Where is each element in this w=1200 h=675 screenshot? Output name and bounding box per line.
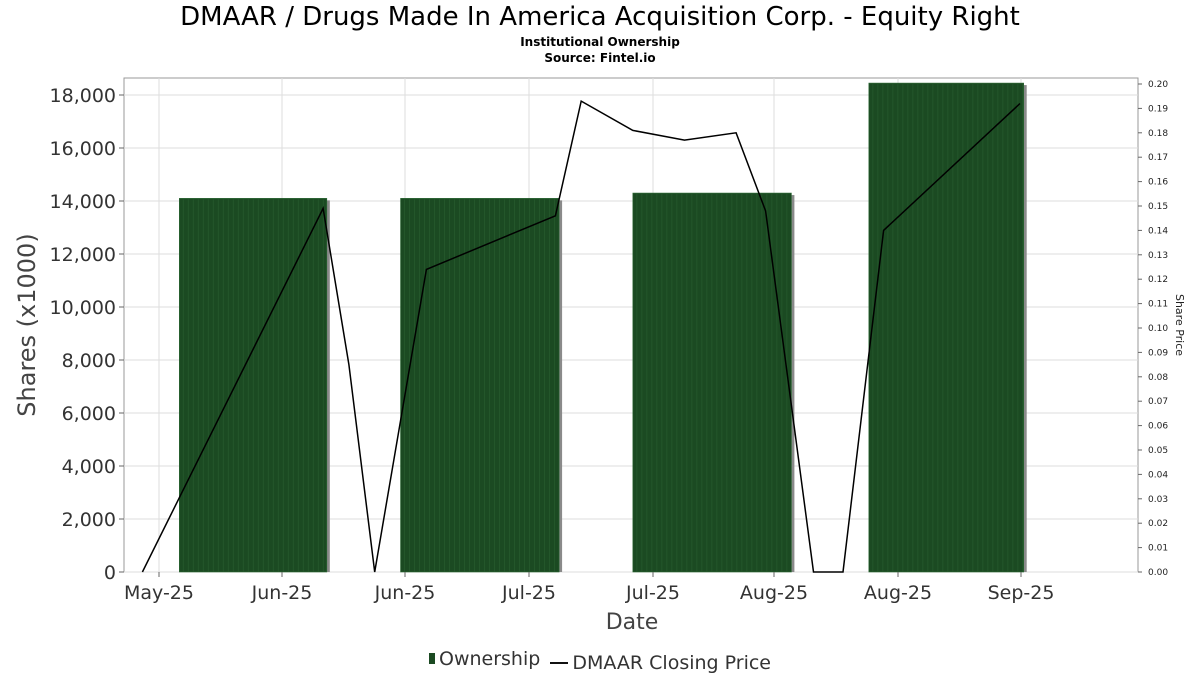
chart-legend: Ownership DMAAR Closing Price [0, 647, 1200, 674]
y2-tick-label: 0.14 [1148, 226, 1168, 236]
y-tick-label: 16,000 [50, 138, 116, 160]
y2-tick-label: 0.16 [1148, 178, 1168, 188]
y2-tick-label: 0.08 [1148, 373, 1168, 383]
chart-subtitle-source: Source: Fintel.io [544, 51, 656, 65]
x-tick-label: May-25 [124, 582, 194, 604]
y2-tick-label: 0.03 [1148, 495, 1168, 505]
y2-tick-label: 0.07 [1148, 397, 1168, 407]
x-tick-label: Jun-25 [374, 582, 436, 604]
y2-tick-label: 0.15 [1148, 202, 1168, 212]
y-tick-label: 6,000 [62, 403, 116, 425]
y2-tick-label: 0.13 [1148, 251, 1168, 261]
y-tick-label: 8,000 [62, 350, 116, 372]
ownership-bar [868, 82, 1024, 573]
y-tick-label: 10,000 [50, 297, 116, 319]
y-tick-label: 4,000 [62, 456, 116, 478]
y2-tick-label: 0.06 [1148, 422, 1168, 432]
chart-title: DMAAR / Drugs Made In America Acquisitio… [180, 2, 1020, 32]
y2-tick-label: 0.20 [1148, 80, 1168, 90]
x-tick-label: Sep-25 [988, 582, 1055, 604]
y2-axis-title: Share Price [1173, 294, 1186, 356]
x-axis-title: Date [606, 610, 659, 635]
x-tick-label: Jun-25 [251, 582, 313, 604]
y2-tick-label: 0.02 [1148, 519, 1168, 529]
y2-tick-label: 0.04 [1148, 470, 1168, 480]
y-tick-label: 0 [104, 562, 116, 584]
y-axis-title: Shares (x1000) [13, 233, 41, 416]
chart-subtitle-ownership: Institutional Ownership [520, 35, 680, 49]
y2-tick-label: 0.10 [1148, 324, 1168, 334]
y2-tick-label: 0.09 [1148, 348, 1168, 358]
y2-tick-label: 0.00 [1148, 568, 1168, 578]
x-tick-label: Aug-25 [864, 582, 932, 604]
legend-label-price: DMAAR Closing Price [572, 652, 771, 674]
y-tick-label: 18,000 [50, 85, 116, 107]
x-tick-label: Jul-25 [501, 582, 556, 604]
legend-swatch-price [550, 662, 569, 664]
x-tick-label: Jul-25 [625, 582, 680, 604]
y2-tick-label: 0.05 [1148, 446, 1168, 456]
legend-label-ownership: Ownership [438, 647, 541, 670]
legend-item-ownership: Ownership [428, 647, 541, 670]
y2-tick-label: 0.12 [1148, 275, 1168, 285]
y2-tick-label: 0.17 [1148, 153, 1168, 163]
x-tick-label: Aug-25 [740, 582, 808, 604]
legend-item-price: DMAAR Closing Price [548, 652, 771, 674]
y-tick-label: 2,000 [62, 509, 116, 531]
y2-tick-label: 0.18 [1148, 129, 1168, 139]
y-tick-label: 12,000 [50, 244, 116, 266]
y-tick-label: 14,000 [50, 191, 116, 213]
price-line [141, 99, 1021, 573]
y2-tick-label: 0.19 [1148, 104, 1168, 114]
y2-tick-label: 0.11 [1148, 300, 1168, 310]
legend-swatch-ownership [428, 653, 435, 664]
y2-tick-label: 0.01 [1148, 544, 1168, 554]
